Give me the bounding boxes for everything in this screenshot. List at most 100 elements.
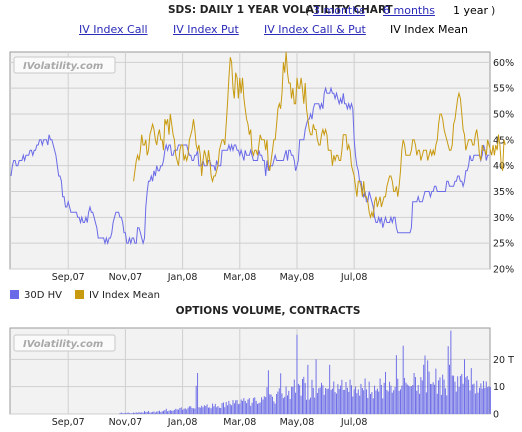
volume-bar — [287, 395, 288, 414]
volume-bar — [352, 396, 354, 414]
volume-bar — [487, 387, 489, 414]
volume-bar — [400, 389, 401, 414]
volume-bar — [480, 383, 482, 414]
volume-bar — [157, 411, 159, 414]
volume-bar — [257, 403, 258, 414]
tab-iv-index-call[interactable]: IV Index Call — [79, 23, 148, 36]
index-tabs: IV Index Call IV Index Put IV Index Call… — [0, 23, 522, 39]
volume-bar — [263, 396, 265, 414]
volume-bar — [255, 400, 257, 414]
volume-bar — [425, 392, 427, 414]
volume-bar — [375, 390, 377, 414]
volume-bar — [371, 392, 373, 414]
volume-bar — [387, 391, 389, 414]
volume-bar — [311, 379, 313, 414]
volume-bar — [427, 360, 429, 414]
volume-bar — [126, 413, 128, 414]
volume-bar — [261, 397, 263, 414]
volume-bar — [462, 383, 464, 414]
volume-bar — [223, 402, 224, 414]
volume-bar — [119, 413, 121, 414]
volume-bar — [379, 378, 381, 414]
volume-bar — [281, 393, 283, 414]
volume-bar — [297, 383, 299, 414]
volume-bar — [455, 391, 457, 414]
volatility-chart-area: 20%25%30%35%40%45%50%55%60% Sep,07 Nov,07… — [9, 51, 514, 428]
volume-bar — [135, 412, 137, 414]
volume-bar — [406, 384, 408, 414]
volume-bar — [224, 407, 226, 414]
range-6-months-link[interactable]: 6 months — [383, 4, 435, 17]
volume-bar — [220, 408, 222, 414]
volume-bar — [393, 390, 395, 414]
volume-bar — [476, 380, 478, 414]
volume-bar — [191, 408, 193, 414]
volume-bar — [355, 386, 357, 414]
volume-bar — [293, 379, 295, 414]
volume-bar — [165, 408, 167, 414]
tab-iv-index-call-put[interactable]: IV Index Call & Put — [264, 23, 366, 36]
volume-bar — [303, 376, 305, 414]
volume-bar — [209, 407, 211, 414]
volume-bar — [474, 393, 476, 414]
main-y-tick-label: 25% — [493, 239, 514, 250]
volume-bar — [337, 384, 339, 414]
range-3-months-link[interactable]: 3 months — [313, 4, 365, 17]
volume-bar — [458, 386, 460, 414]
volume-bar — [197, 373, 199, 414]
volume-bar — [483, 380, 485, 414]
volume-bar — [318, 388, 320, 414]
volume-bar — [322, 385, 324, 414]
volume-bar — [346, 387, 348, 414]
volume-bar — [202, 407, 204, 414]
volume-bar — [340, 385, 342, 414]
volume-bar — [327, 388, 329, 414]
tab-iv-index-put[interactable]: IV Index Put — [173, 23, 239, 36]
volume-bar — [334, 392, 336, 414]
volume-bar — [176, 409, 178, 414]
volume-bar — [454, 381, 456, 414]
volume-bar — [330, 389, 332, 414]
series-line-30d-hv — [10, 86, 489, 246]
series-line-iv-index-mean — [133, 51, 506, 220]
volume-bar — [412, 385, 414, 414]
volume-bar — [319, 387, 321, 414]
volume-bar — [123, 413, 125, 414]
volume-bar — [227, 405, 229, 414]
volume-bar — [194, 408, 196, 414]
volume-bar — [129, 413, 130, 414]
range-1-year-current: 1 year — [453, 4, 489, 17]
volume-bar — [489, 386, 491, 414]
volume-bar — [479, 387, 480, 414]
volume-bar — [180, 407, 182, 414]
volume-bar — [383, 382, 385, 414]
volume-bar — [273, 401, 275, 414]
volume-bar — [450, 330, 452, 414]
volume-bar — [449, 364, 450, 414]
volume-bar — [368, 381, 370, 414]
volume-bar — [167, 411, 169, 414]
paren-open: ( — [305, 4, 310, 17]
volume-bar — [464, 359, 465, 414]
volume-bar — [277, 391, 279, 414]
volume-bar — [402, 345, 404, 414]
volume-bar — [395, 355, 397, 414]
volume-bar — [216, 407, 218, 414]
volume-bar — [461, 374, 463, 414]
main-x-tick-label: Sep,07 — [52, 272, 85, 283]
volume-bar — [349, 379, 351, 414]
main-y-tick-label: 30% — [493, 213, 514, 224]
volume-bar — [469, 390, 471, 414]
volume-bar — [378, 391, 380, 414]
volume-bar — [284, 396, 286, 414]
volume-bar — [153, 411, 155, 414]
main-y-tick-label: 40% — [493, 161, 514, 172]
legend-swatch-30d-hv — [10, 290, 19, 299]
volume-bar — [468, 379, 470, 414]
volume-bar — [206, 404, 208, 414]
main-y-tick-label: 20% — [493, 265, 514, 276]
volume-bar — [321, 382, 322, 414]
volume-bar — [232, 400, 234, 414]
volume-bar — [397, 378, 399, 414]
volume-bar — [431, 384, 433, 414]
